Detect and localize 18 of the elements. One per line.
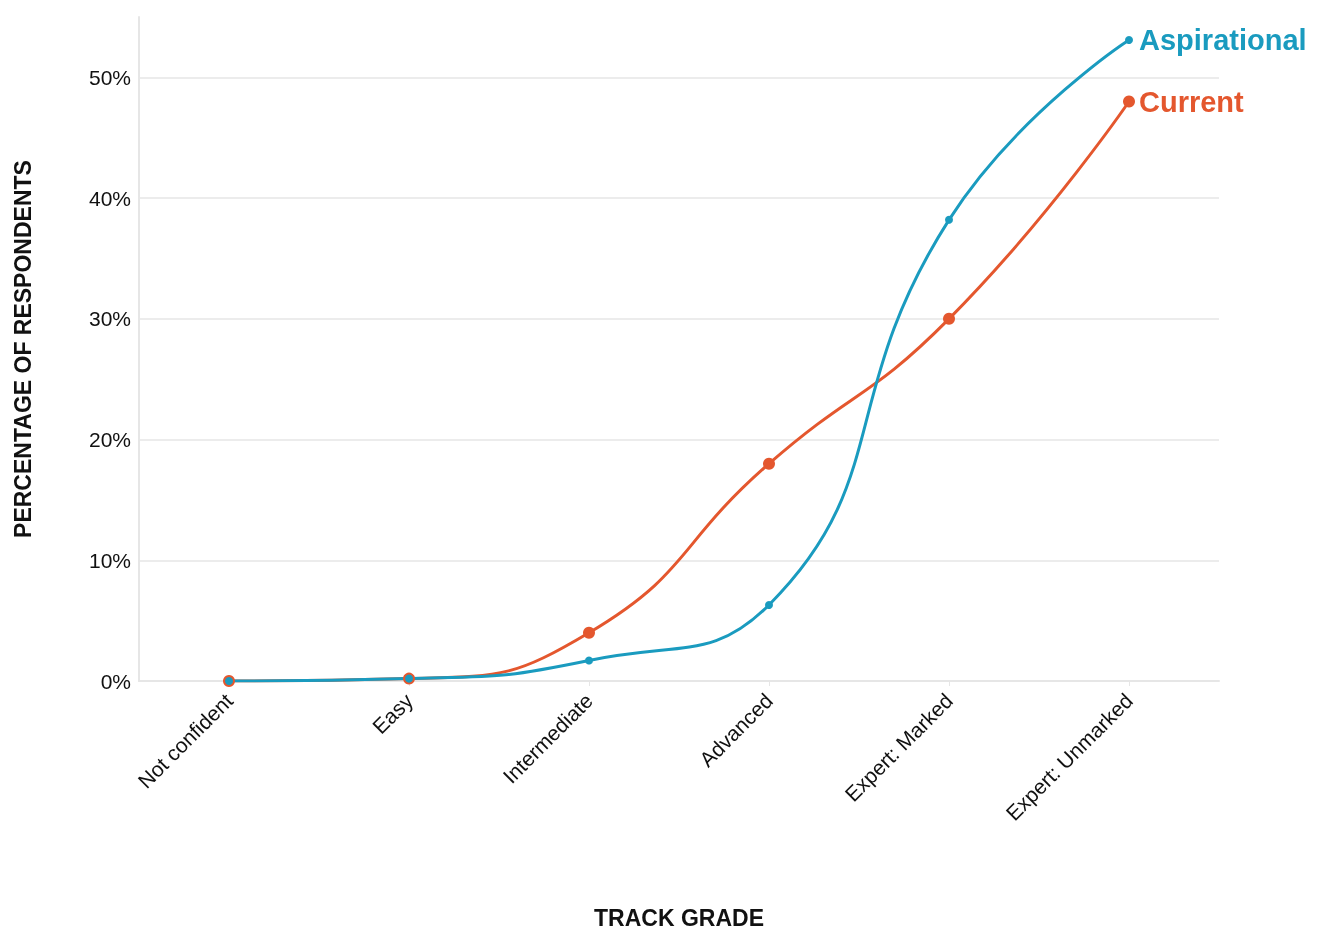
point [945, 215, 953, 224]
series-label: Current [1139, 85, 1245, 118]
y-tick-label: 0% [100, 669, 131, 693]
point [765, 600, 773, 609]
point [1123, 95, 1135, 108]
x-axis-title: TRACK GRADE [594, 904, 764, 931]
point [585, 656, 593, 665]
y-tick-label: 20% [88, 428, 131, 452]
y-tick-label: 10% [88, 548, 131, 572]
series-label: Aspirational [1139, 23, 1307, 56]
y-tick-label: 50% [88, 65, 131, 89]
y-tick-label: 40% [88, 186, 131, 210]
y-tick-label: 30% [88, 307, 131, 331]
y-axis-title: PERCENTAGE OF RESPONDENTS [9, 160, 36, 538]
point [1125, 35, 1133, 44]
point [763, 457, 775, 470]
point [583, 626, 595, 639]
point [943, 312, 955, 325]
